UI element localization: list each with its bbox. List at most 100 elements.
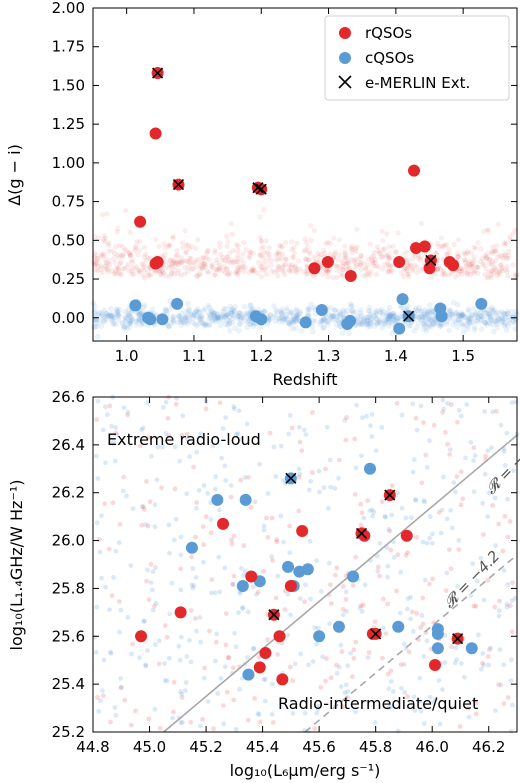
background-point-rqso xyxy=(271,269,277,275)
background-point-rqso xyxy=(325,269,331,275)
background-point-cqso xyxy=(153,565,158,570)
background-point-rqso xyxy=(482,252,488,259)
background-point-rqso xyxy=(406,649,412,655)
background-point-rqso xyxy=(361,273,367,279)
background-point-rqso xyxy=(224,254,230,260)
background-point-cqso xyxy=(163,307,169,314)
background-point-rqso xyxy=(507,237,514,243)
background-point-cqso xyxy=(178,534,184,540)
background-point-cqso xyxy=(220,317,226,324)
background-point-cqso xyxy=(393,312,399,319)
background-point-rqso xyxy=(410,256,416,262)
background-point-cqso xyxy=(155,444,161,450)
background-point-cqso xyxy=(127,320,133,327)
background-point-cqso xyxy=(228,309,235,315)
background-point-rqso xyxy=(386,244,392,250)
ext-stroke xyxy=(252,182,264,194)
background-point-cqso xyxy=(423,316,429,322)
background-point-cqso xyxy=(223,312,229,319)
background-point-cqso xyxy=(325,505,331,511)
y-tick-label: 25.6 xyxy=(52,627,85,645)
background-point-cqso xyxy=(261,308,267,314)
background-point-cqso xyxy=(482,319,488,326)
background-point-rqso xyxy=(211,726,217,732)
background-point-cqso xyxy=(180,319,187,326)
background-point-cqso xyxy=(182,315,189,322)
background-point-cqso xyxy=(114,306,120,313)
background-point-cqso xyxy=(140,304,147,311)
background-point-cqso xyxy=(281,316,287,323)
background-point-cqso xyxy=(223,478,229,483)
background-point-cqso xyxy=(185,436,190,442)
background-point-cqso xyxy=(280,319,287,325)
background-point-rqso xyxy=(471,445,477,451)
background-point-cqso xyxy=(234,315,240,322)
background-point-cqso xyxy=(162,661,168,666)
background-point-cqso xyxy=(167,611,173,617)
background-point-cqso xyxy=(477,309,484,316)
background-point-rqso xyxy=(106,240,112,246)
background-point-cqso xyxy=(385,563,391,569)
background-point-cqso xyxy=(381,321,387,327)
background-point-rqso xyxy=(317,258,323,264)
background-point-rqso xyxy=(203,514,209,520)
background-point-rqso xyxy=(93,261,99,267)
background-point-rqso xyxy=(322,250,328,257)
background-point-rqso xyxy=(166,262,173,268)
background-point-rqso xyxy=(257,214,263,220)
rqso-point xyxy=(447,259,460,272)
background-point-cqso xyxy=(216,317,222,324)
background-point-cqso xyxy=(395,728,401,734)
background-point-cqso xyxy=(370,312,377,319)
background-point-rqso xyxy=(412,262,418,268)
background-point-cqso xyxy=(112,705,118,710)
background-point-cqso xyxy=(325,321,331,328)
background-point-cqso xyxy=(367,304,373,311)
background-point-cqso xyxy=(306,306,313,313)
background-point-cqso xyxy=(122,318,129,324)
background-point-cqso xyxy=(466,319,472,325)
background-point-rqso xyxy=(132,247,138,253)
background-point-cqso xyxy=(501,311,507,317)
cqso-point xyxy=(347,570,360,583)
background-point-cqso xyxy=(390,316,397,323)
background-point-rqso xyxy=(117,599,122,605)
background-point-rqso xyxy=(186,264,192,270)
background-point-cqso xyxy=(320,654,325,660)
background-point-rqso xyxy=(102,501,108,507)
background-point-rqso xyxy=(262,266,268,273)
background-point-rqso xyxy=(294,269,300,275)
background-point-rqso xyxy=(485,577,491,583)
background-point-rqso xyxy=(306,257,312,263)
background-point-rqso xyxy=(489,261,495,268)
background-point-cqso xyxy=(113,548,119,554)
background-point-rqso xyxy=(171,271,178,277)
background-point-cqso xyxy=(95,311,102,318)
background-point-rqso xyxy=(323,678,328,684)
background-point-cqso xyxy=(459,311,466,318)
background-point-rqso xyxy=(376,264,382,270)
background-point-cqso xyxy=(374,320,381,327)
background-point-cqso xyxy=(325,317,332,324)
background-point-cqso xyxy=(143,522,149,527)
background-point-cqso xyxy=(361,315,367,322)
background-point-rqso xyxy=(222,270,228,276)
background-point-cqso xyxy=(182,314,188,320)
background-point-cqso xyxy=(460,323,467,329)
cqso-point xyxy=(239,493,252,506)
background-point-rqso xyxy=(129,268,135,274)
background-point-cqso xyxy=(430,531,435,537)
background-point-rqso xyxy=(339,649,345,655)
background-point-cqso xyxy=(368,315,375,322)
background-point-rqso xyxy=(146,435,152,440)
background-point-rqso xyxy=(287,268,293,274)
background-point-cqso xyxy=(448,705,454,711)
ext-stroke xyxy=(452,633,464,645)
background-point-rqso xyxy=(431,422,437,428)
background-point-cqso xyxy=(421,721,427,726)
background-point-rqso xyxy=(499,253,505,259)
background-point-rqso xyxy=(482,271,488,278)
background-point-cqso xyxy=(234,431,239,437)
background-point-cqso xyxy=(430,312,437,318)
background-point-rqso xyxy=(475,270,481,277)
